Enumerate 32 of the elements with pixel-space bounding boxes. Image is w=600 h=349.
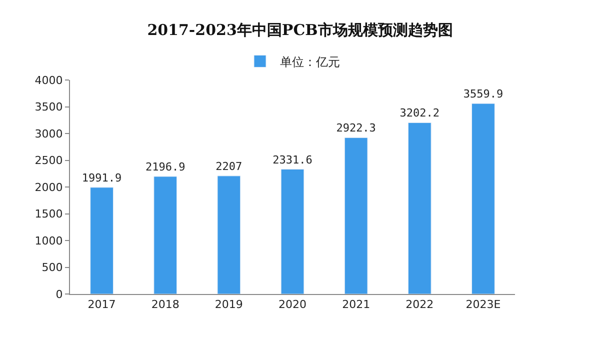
bar: [472, 103, 495, 294]
x-tick-label: 2017: [88, 298, 116, 312]
x-tick-label: 2019: [214, 298, 243, 312]
y-tick-label: 2500: [34, 154, 63, 168]
y-tick-label: 2000: [34, 180, 63, 194]
y-tick-label: 3500: [34, 100, 63, 114]
bar: [154, 176, 178, 294]
y-tick-label: 0: [56, 288, 63, 301]
data-label: 2207: [216, 160, 242, 173]
bar: [344, 137, 368, 294]
y-tick-label: 4000: [34, 74, 63, 87]
y-tick-label: 3000: [34, 127, 63, 140]
x-tick-label: 2021: [342, 298, 370, 312]
x-tick-label: 2023E: [466, 298, 501, 312]
y-tick-label: 1000: [34, 234, 63, 248]
bar: [280, 169, 304, 294]
data-label: 2196.9: [145, 160, 186, 174]
data-label: 2331.6: [272, 153, 312, 166]
x-tick-label: 2022: [406, 298, 434, 312]
y-tick-label: 500: [42, 261, 63, 274]
data-label: 3559.9: [463, 88, 504, 101]
bar: [408, 122, 432, 294]
bar: [90, 187, 114, 294]
chart-title: 2017-2023年中国PCB市场规模预测趋势图: [147, 20, 453, 39]
data-label: 3202.2: [400, 106, 440, 120]
x-tick-label: 2020: [278, 298, 306, 312]
y-tick-label: 1500: [34, 208, 63, 221]
data-label: 1991.9: [82, 171, 122, 184]
legend-label: 单位：亿元: [280, 54, 340, 69]
data-label: 2922.3: [336, 122, 376, 135]
bar: [217, 176, 241, 294]
x-tick-label: 2018: [151, 298, 180, 312]
